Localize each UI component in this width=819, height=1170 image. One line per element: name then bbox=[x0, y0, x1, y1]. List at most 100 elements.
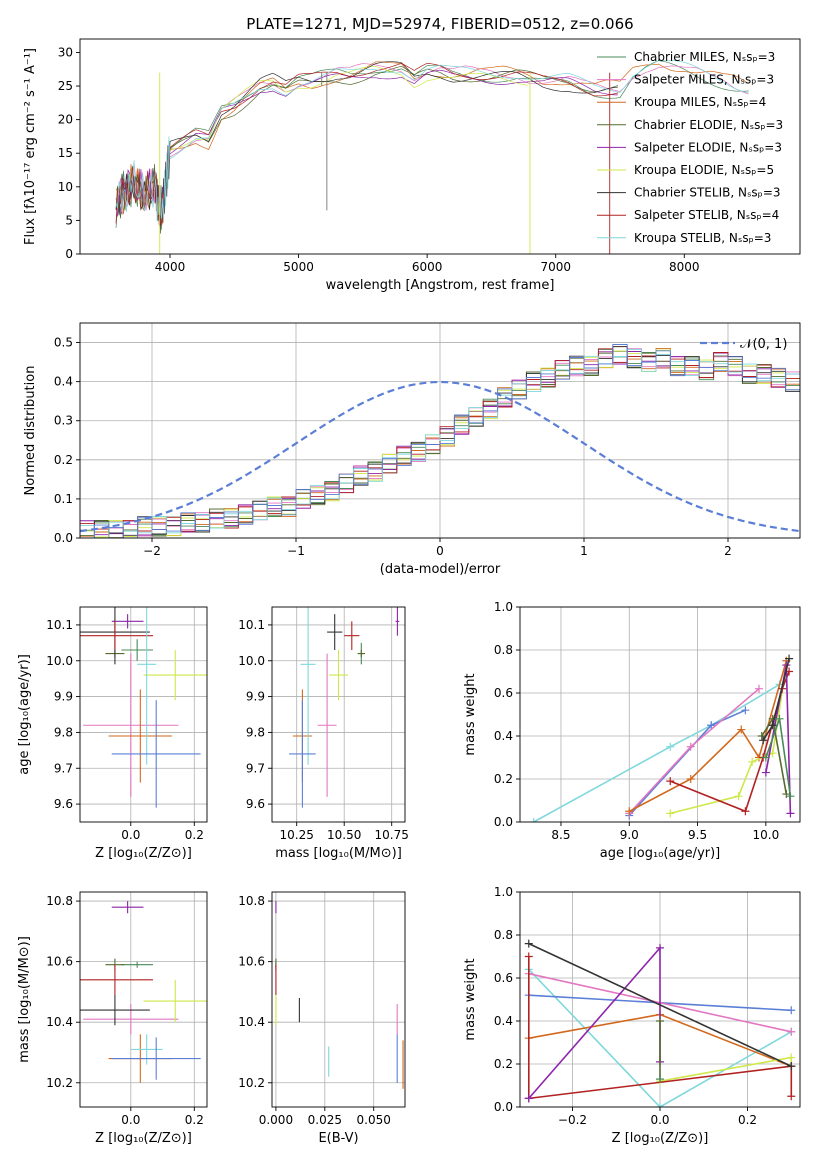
panel-mass-vs-Z: 0.0 0.2 10.2 10.4 10.6 10.8 Z [log₁₀(Z/Z⊙)] mas… bbox=[17, 891, 208, 1146]
y-tick-label: 20 bbox=[58, 113, 73, 127]
point-marker bbox=[775, 714, 784, 723]
y-tick-label: 0.4 bbox=[54, 375, 73, 389]
y-tick-label: 10.4 bbox=[238, 1015, 265, 1029]
legend-label: Kroupa STELIB, Nₛsₚ=3 bbox=[634, 231, 771, 245]
y-tick-label: 10.8 bbox=[46, 894, 73, 908]
x-tick-label: 7000 bbox=[540, 260, 571, 274]
point-marker bbox=[761, 753, 770, 762]
plot-area bbox=[80, 607, 207, 808]
y-tick-label: 0.4 bbox=[494, 1014, 513, 1028]
x-axis-label: Z [log₁₀(Z/Z⊙)] bbox=[612, 1131, 709, 1146]
point-marker bbox=[759, 736, 768, 745]
x-axis-label: E(B-V) bbox=[318, 1131, 358, 1146]
x-tick-label: −0.2 bbox=[558, 1113, 587, 1127]
y-tick-label: 0.6 bbox=[494, 971, 513, 985]
series-line bbox=[115, 62, 618, 226]
series-line bbox=[115, 63, 749, 226]
y-tick-label: 10.2 bbox=[46, 1076, 73, 1090]
axes-frame bbox=[271, 606, 406, 823]
point-marker bbox=[741, 807, 750, 816]
y-tick-label: 10.4 bbox=[46, 1015, 73, 1029]
y-tick-label: 25 bbox=[58, 79, 73, 93]
x-tick-label: 10.0 bbox=[752, 828, 779, 842]
y-tick-label: 10.6 bbox=[238, 955, 265, 969]
point-marker bbox=[787, 1092, 796, 1101]
legend-label: Salpeter ELODIE, Nₛsₚ=3 bbox=[634, 140, 782, 154]
x-tick-label: 10.25 bbox=[280, 828, 314, 842]
histogram-step bbox=[80, 349, 800, 538]
y-tick-label: 0.0 bbox=[494, 1100, 513, 1114]
point-marker bbox=[524, 952, 533, 961]
point-marker bbox=[529, 818, 538, 822]
y-tick-label: 0.8 bbox=[494, 928, 513, 942]
axes-frame bbox=[79, 891, 208, 1108]
y-tick-label: 0.2 bbox=[494, 772, 513, 786]
x-axis-label: Z [log₁₀(Z/Z⊙)] bbox=[95, 1131, 192, 1146]
y-axis-label: mass [log₁₀(M/M⊙)] bbox=[17, 936, 32, 1063]
point-marker bbox=[656, 1075, 664, 1084]
point-marker bbox=[768, 721, 777, 730]
legend-label: Salpeter MILES, Nₛsₚ=3 bbox=[634, 73, 774, 87]
point-marker bbox=[686, 742, 695, 751]
y-axis-label: Normed distribution bbox=[23, 366, 38, 496]
point-marker bbox=[656, 943, 664, 952]
y-tick-label: 9.8 bbox=[54, 725, 73, 739]
point-marker bbox=[734, 792, 743, 801]
axes-frame bbox=[519, 606, 801, 823]
y-tick-label: 9.6 bbox=[54, 797, 73, 811]
series-line bbox=[115, 61, 618, 234]
panel-age-vs-mass: 10.25 10.50 10.75 9.6 9.7 9.8 9.9 10.0 10.1 mass … bbox=[238, 606, 409, 861]
x-tick-label: 0.2 bbox=[185, 828, 204, 842]
y-tick-label: 5 bbox=[65, 213, 73, 227]
x-tick-label: 9.5 bbox=[688, 828, 707, 842]
x-tick-label: 8.5 bbox=[551, 828, 570, 842]
x-tick-label: 4000 bbox=[155, 260, 186, 274]
y-tick-label: 0.0 bbox=[54, 531, 73, 545]
y-tick-label: 0.4 bbox=[494, 729, 513, 743]
panel-weight-vs-age: 8.5 9.0 9.5 10.0 0.0 0.2 0.4 0.6 0.8 1.0 age [log₁… bbox=[463, 600, 801, 861]
y-tick-label: 10.1 bbox=[238, 618, 265, 632]
point-marker bbox=[656, 1017, 664, 1025]
histogram-step bbox=[80, 344, 800, 538]
y-tick-label: 1.0 bbox=[494, 885, 513, 899]
plot-area bbox=[524, 939, 796, 1107]
x-tick-label: 6000 bbox=[412, 260, 443, 274]
point-marker bbox=[737, 725, 746, 734]
point-marker bbox=[782, 790, 791, 799]
y-tick-label: 0.3 bbox=[54, 414, 73, 428]
point-marker bbox=[755, 684, 764, 693]
y-tick-label: 10.0 bbox=[46, 654, 73, 668]
legend-label: Kroupa ELODIE, Nₛsₚ=5 bbox=[634, 163, 774, 177]
x-tick-label: 0.025 bbox=[308, 1113, 342, 1127]
plot-area bbox=[115, 59, 749, 254]
point-marker bbox=[787, 1053, 796, 1062]
y-tick-label: 0.1 bbox=[54, 492, 73, 506]
axes-frame bbox=[79, 606, 208, 823]
plot-area bbox=[529, 654, 795, 822]
point-marker bbox=[787, 1006, 796, 1015]
series-line bbox=[115, 69, 618, 228]
histogram-step bbox=[80, 345, 800, 538]
point-marker bbox=[761, 768, 770, 777]
panel-residuals: 𝒩(0, 1) −2 −1 0 1 2 0.0 0.1 0.2 0.3 0.4 0.5 (data-mo… bbox=[23, 322, 801, 577]
normal-curve bbox=[80, 380, 800, 533]
y-tick-label: 10.6 bbox=[46, 955, 73, 969]
y-tick-label: 10.0 bbox=[238, 654, 265, 668]
x-tick-label: 5000 bbox=[283, 260, 314, 274]
point-marker bbox=[786, 792, 795, 801]
y-axis-label: age [log₁₀(age/yr)] bbox=[17, 654, 32, 775]
point-marker bbox=[524, 1094, 533, 1103]
x-axis-label: wavelength [Angstrom, rest frame] bbox=[326, 278, 555, 293]
figure-title: PLATE=1271, MJD=52974, FIBERID=0512, z=0… bbox=[246, 15, 633, 33]
y-tick-label: 0.0 bbox=[494, 815, 513, 829]
x-tick-label: 0.000 bbox=[259, 1113, 293, 1127]
point-marker bbox=[666, 809, 675, 818]
x-tick-label: 9.0 bbox=[620, 828, 639, 842]
histogram-step bbox=[80, 346, 800, 538]
legend-label: Chabrier ELODIE, Nₛsₚ=3 bbox=[634, 118, 783, 132]
series-line bbox=[528, 945, 661, 1099]
point-marker bbox=[625, 807, 634, 816]
legend-label: Kroupa MILES, Nₛsₚ=4 bbox=[634, 95, 766, 109]
y-tick-label: 9.6 bbox=[246, 797, 265, 811]
